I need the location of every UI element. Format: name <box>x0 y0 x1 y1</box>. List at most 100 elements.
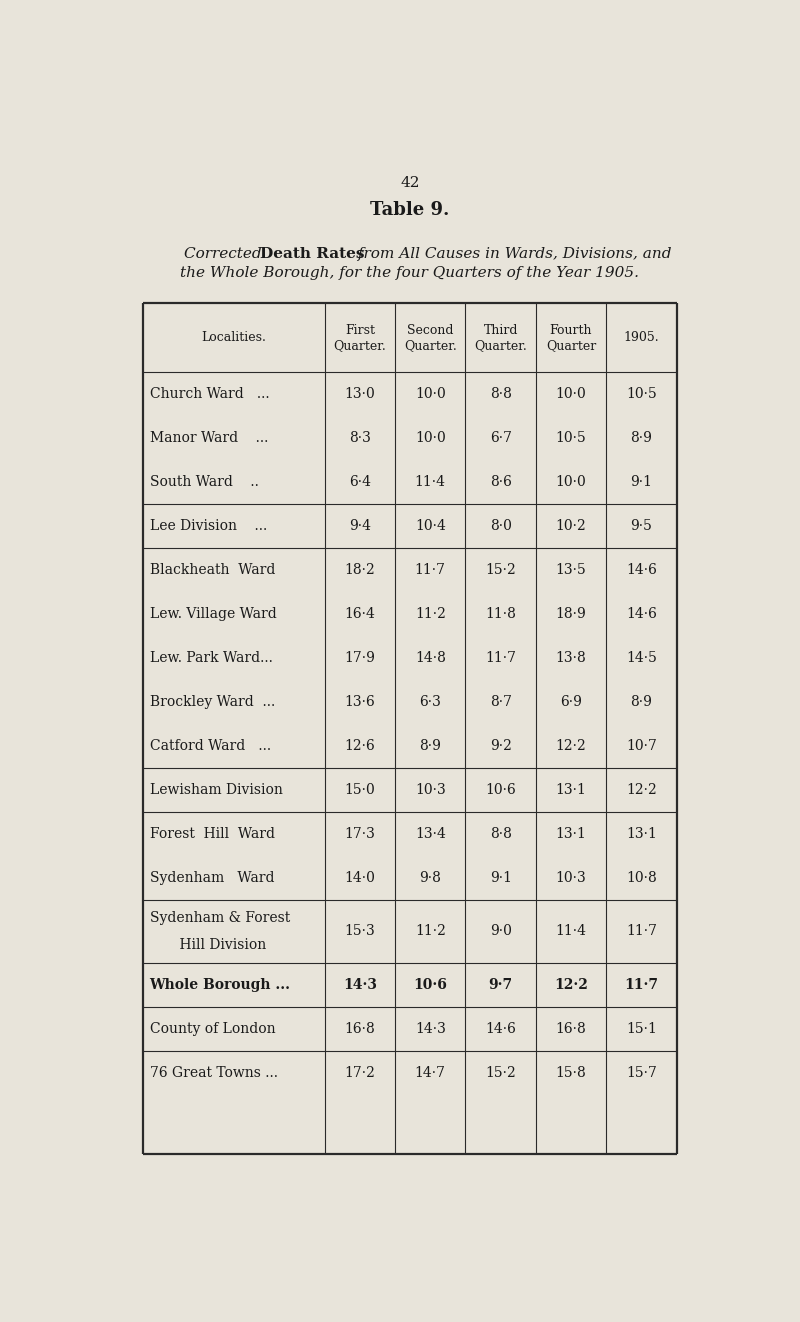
Text: 15·8: 15·8 <box>556 1066 586 1080</box>
Text: 6·7: 6·7 <box>490 431 512 446</box>
Text: 10·4: 10·4 <box>415 520 446 533</box>
Text: Death Rates: Death Rates <box>260 247 365 262</box>
Text: 13·0: 13·0 <box>345 387 375 402</box>
Text: Sydenham   Ward: Sydenham Ward <box>150 871 274 884</box>
Text: 11·7: 11·7 <box>414 563 446 578</box>
Text: 14·5: 14·5 <box>626 652 657 665</box>
Text: 10·5: 10·5 <box>626 387 657 402</box>
Text: 12·2: 12·2 <box>554 978 588 992</box>
Text: 11·4: 11·4 <box>414 476 446 489</box>
Text: 6·4: 6·4 <box>349 476 371 489</box>
Text: 12·6: 12·6 <box>345 739 375 754</box>
Text: 11·4: 11·4 <box>555 924 586 939</box>
Text: 13·1: 13·1 <box>626 826 657 841</box>
Text: 18·9: 18·9 <box>556 607 586 621</box>
Text: 13·1: 13·1 <box>555 826 586 841</box>
Text: 8·9: 8·9 <box>630 695 652 709</box>
Text: Whole Borough ...: Whole Borough ... <box>150 978 290 992</box>
Text: 10·0: 10·0 <box>556 476 586 489</box>
Text: 10·0: 10·0 <box>415 387 446 402</box>
Text: 11·2: 11·2 <box>415 607 446 621</box>
Text: 10·3: 10·3 <box>556 871 586 884</box>
Text: 14·3: 14·3 <box>415 1022 446 1036</box>
Text: Third
Quarter.: Third Quarter. <box>474 324 527 352</box>
Text: Fourth
Quarter: Fourth Quarter <box>546 324 596 352</box>
Text: 15·3: 15·3 <box>345 924 375 939</box>
Text: 14·3: 14·3 <box>343 978 377 992</box>
Text: 10·2: 10·2 <box>556 520 586 533</box>
Text: 11·7: 11·7 <box>626 924 657 939</box>
Text: Catford Ward   ...: Catford Ward ... <box>150 739 270 754</box>
Text: 10·7: 10·7 <box>626 739 657 754</box>
Text: 9·1: 9·1 <box>630 476 653 489</box>
Text: Second
Quarter.: Second Quarter. <box>404 324 457 352</box>
Text: Hill Division: Hill Division <box>162 939 266 952</box>
Text: 12·2: 12·2 <box>556 739 586 754</box>
Text: 10·8: 10·8 <box>626 871 657 884</box>
Text: 9·2: 9·2 <box>490 739 511 754</box>
Text: 10·0: 10·0 <box>415 431 446 446</box>
Text: 15·1: 15·1 <box>626 1022 657 1036</box>
Text: Sydenham & Forest: Sydenham & Forest <box>150 911 290 924</box>
Text: 16·8: 16·8 <box>345 1022 375 1036</box>
Text: Blackheath  Ward: Blackheath Ward <box>150 563 275 578</box>
Text: 9·4: 9·4 <box>349 520 371 533</box>
Text: from All Causes in Wards, Divisions, and: from All Causes in Wards, Divisions, and <box>353 247 671 262</box>
Text: 16·8: 16·8 <box>556 1022 586 1036</box>
Text: 14·0: 14·0 <box>345 871 375 884</box>
Text: 18·2: 18·2 <box>345 563 375 578</box>
Text: 8·8: 8·8 <box>490 387 511 402</box>
Text: 17·2: 17·2 <box>345 1066 375 1080</box>
Text: 9·7: 9·7 <box>489 978 513 992</box>
Text: 8·9: 8·9 <box>630 431 652 446</box>
Text: 15·2: 15·2 <box>486 1066 516 1080</box>
Text: Table 9.: Table 9. <box>370 201 450 218</box>
Text: Brockley Ward  ...: Brockley Ward ... <box>150 695 275 709</box>
Text: 9·1: 9·1 <box>490 871 512 884</box>
Text: 14·7: 14·7 <box>414 1066 446 1080</box>
Text: Lew. Village Ward: Lew. Village Ward <box>150 607 276 621</box>
Text: Lewisham Division: Lewisham Division <box>150 783 282 797</box>
Text: 13·5: 13·5 <box>556 563 586 578</box>
Text: 11·7: 11·7 <box>485 652 516 665</box>
Text: Church Ward   ...: Church Ward ... <box>150 387 270 402</box>
Text: 16·4: 16·4 <box>345 607 375 621</box>
Text: 6·9: 6·9 <box>560 695 582 709</box>
Text: 9·5: 9·5 <box>630 520 652 533</box>
Text: 42: 42 <box>400 176 420 190</box>
Text: 13·4: 13·4 <box>415 826 446 841</box>
Text: 11·2: 11·2 <box>415 924 446 939</box>
Text: 13·1: 13·1 <box>555 783 586 797</box>
Text: 8·7: 8·7 <box>490 695 512 709</box>
Text: 10·0: 10·0 <box>556 387 586 402</box>
Text: 13·8: 13·8 <box>556 652 586 665</box>
Text: 8·3: 8·3 <box>349 431 371 446</box>
Text: South Ward    ..: South Ward .. <box>150 476 258 489</box>
Text: 17·3: 17·3 <box>345 826 375 841</box>
Text: 12·2: 12·2 <box>626 783 657 797</box>
Text: County of London: County of London <box>150 1022 275 1036</box>
Text: 11·7: 11·7 <box>625 978 658 992</box>
Text: Corrected: Corrected <box>184 247 266 262</box>
Text: Localities.: Localities. <box>202 332 266 344</box>
Text: 10·6: 10·6 <box>486 783 516 797</box>
Text: 8·9: 8·9 <box>419 739 441 754</box>
Text: Forest  Hill  Ward: Forest Hill Ward <box>150 826 274 841</box>
Text: 14·6: 14·6 <box>626 563 657 578</box>
Text: 10·3: 10·3 <box>415 783 446 797</box>
Text: 8·0: 8·0 <box>490 520 511 533</box>
Text: 1905.: 1905. <box>623 332 659 344</box>
Text: 14·8: 14·8 <box>415 652 446 665</box>
Text: 17·9: 17·9 <box>345 652 375 665</box>
Text: 76 Great Towns ...: 76 Great Towns ... <box>150 1066 278 1080</box>
Text: Manor Ward    ...: Manor Ward ... <box>150 431 268 446</box>
Text: 10·6: 10·6 <box>414 978 447 992</box>
Text: 15·0: 15·0 <box>345 783 375 797</box>
Text: Lee Division    ...: Lee Division ... <box>150 520 267 533</box>
Text: 15·2: 15·2 <box>486 563 516 578</box>
Text: 8·8: 8·8 <box>490 826 511 841</box>
Text: 11·8: 11·8 <box>486 607 516 621</box>
Text: 8·6: 8·6 <box>490 476 511 489</box>
Text: 15·7: 15·7 <box>626 1066 657 1080</box>
Text: First
Quarter.: First Quarter. <box>334 324 386 352</box>
